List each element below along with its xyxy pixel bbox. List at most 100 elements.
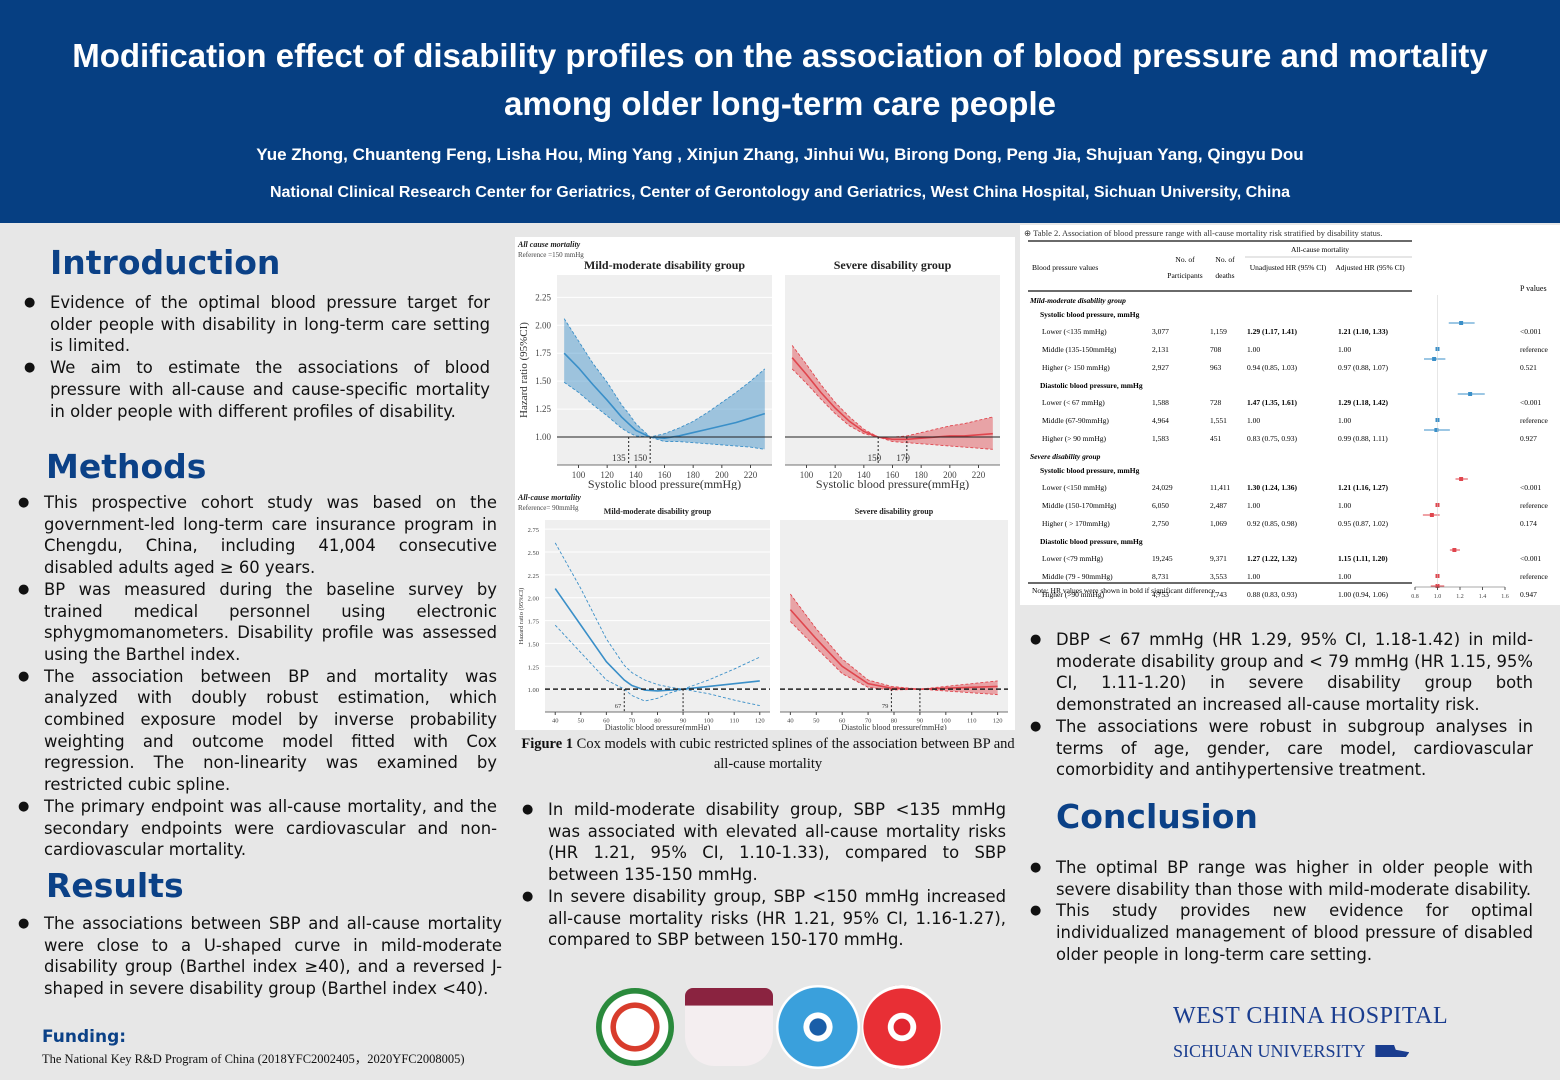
table-subsection-label: Diastolic blood pressure, mmHg bbox=[1040, 381, 1143, 390]
x-axis-label: Systolic blood pressure(mmHg) bbox=[588, 477, 741, 490]
table-col-header: No. of bbox=[1215, 255, 1235, 264]
table-cell-name: Middle (67-90mmHg) bbox=[1042, 416, 1109, 425]
table-cell-unadjusted: 1.00 bbox=[1247, 416, 1260, 425]
conclusion-bullet: The optimal BP range was higher in older… bbox=[1030, 857, 1533, 900]
y-tick-label: 1.00 bbox=[528, 687, 539, 694]
table-cell-name: Lower (<135 mmHg) bbox=[1042, 327, 1107, 336]
table-cell-deaths: 728 bbox=[1210, 398, 1222, 407]
x-axis-label: Systolic blood pressure(mmHg) bbox=[816, 477, 969, 490]
table-cell-pvalue: 0.521 bbox=[1520, 363, 1537, 372]
table-cell-name: Middle (150-170mmHg) bbox=[1042, 501, 1117, 510]
methods-heading: Methods bbox=[46, 447, 206, 486]
plot-background bbox=[780, 520, 1008, 712]
table-cell-participants: 4,964 bbox=[1152, 416, 1169, 425]
table-cell-pvalue: reference bbox=[1520, 416, 1549, 425]
y-tick-label: 1.25 bbox=[535, 404, 551, 414]
methods-bullet: The association between BP and mortality… bbox=[18, 666, 497, 796]
x-tick-label: 50 bbox=[813, 718, 820, 725]
table-cell-participants: 2,927 bbox=[1152, 363, 1169, 372]
x-tick-label: 100 bbox=[572, 470, 586, 480]
table-cell-deaths: 963 bbox=[1210, 363, 1222, 372]
table-cell-unadjusted: 1.00 bbox=[1247, 345, 1260, 354]
introduction-list: Evidence of the optimal blood pressure t… bbox=[24, 292, 490, 422]
table-cell-adjusted: 1.00 (0.94, 1.06) bbox=[1338, 590, 1388, 599]
west-china-hospital-logo bbox=[685, 988, 773, 1066]
y-tick-label: 1.75 bbox=[535, 348, 551, 358]
results-middle-list: In mild-moderate disability group, SBP <… bbox=[522, 799, 1006, 951]
table-col-header: Unadjusted HR (95% CI) bbox=[1250, 263, 1327, 272]
x-tick-label: 220 bbox=[744, 470, 758, 480]
table-cell-adjusted: 0.99 (0.88, 1.11) bbox=[1338, 434, 1388, 443]
table-subsection-label: Diastolic blood pressure, mmHg bbox=[1040, 537, 1143, 546]
table-cell-deaths: 9,371 bbox=[1210, 554, 1227, 563]
poster-title: Modification effect of disability profil… bbox=[60, 32, 1500, 128]
table-cell-unadjusted: 0.94 (0.85, 1.03) bbox=[1247, 363, 1297, 372]
x-tick-label: 40 bbox=[552, 718, 559, 725]
table-cell-name: Higher ( > 170mmHg) bbox=[1042, 519, 1110, 528]
forest-tick-label: 1.4 bbox=[1479, 594, 1487, 600]
reference-note: Reference =150 mmHg bbox=[518, 251, 584, 259]
table-cell-deaths: 11,411 bbox=[1210, 483, 1230, 492]
table-caption: ⊕ Table 2. Association of blood pressure… bbox=[1024, 228, 1382, 238]
forest-tick-label: 1.6 bbox=[1501, 594, 1509, 600]
table-cell-adjusted: 1.15 (1.11, 1.20) bbox=[1338, 554, 1388, 563]
threshold-label: 170 bbox=[896, 453, 910, 463]
y-tick-label: 2.75 bbox=[528, 527, 539, 534]
table-cell-unadjusted: 1.27 (1.22, 1.32) bbox=[1247, 554, 1297, 563]
results-bullet: In severe disability group, SBP <150 mmH… bbox=[522, 886, 1006, 951]
x-axis-label: Diastolic blood pressure(mmHg) bbox=[841, 723, 947, 730]
y-tick-label: 2.25 bbox=[528, 573, 539, 580]
y-tick-label: 1.50 bbox=[535, 376, 551, 386]
table-cell-pvalue: <0.001 bbox=[1520, 483, 1541, 492]
y-axis-label: Hazard ratio (95%CI) bbox=[518, 588, 525, 645]
gerontology-center-logo bbox=[862, 985, 942, 1069]
conclusion-bullet: This study provides new evidence for opt… bbox=[1030, 900, 1533, 965]
y-tick-label: 1.75 bbox=[528, 619, 539, 626]
sbp-figure: 1.001.251.501.752.002.251001201401601802… bbox=[515, 237, 1015, 490]
table-cell-adjusted: 1.00 bbox=[1338, 572, 1351, 581]
institution-name: WEST CHINA HOSPITAL bbox=[1173, 1003, 1448, 1030]
methods-bullet: BP was measured during the baseline surv… bbox=[18, 579, 497, 666]
table-cell-unadjusted: 1.30 (1.24, 1.36) bbox=[1247, 483, 1297, 492]
table-cell-pvalue: reference bbox=[1520, 572, 1549, 581]
table-cell-pvalue: reference bbox=[1520, 501, 1549, 510]
reference-note: Reference= 90mmHg bbox=[518, 504, 579, 512]
table-cell-pvalue: <0.001 bbox=[1520, 327, 1541, 336]
table-subsection-label: Systolic blood pressure, mmHg bbox=[1040, 310, 1140, 319]
results-heading: Results bbox=[46, 866, 184, 905]
table-cell-adjusted: 1.00 bbox=[1338, 416, 1351, 425]
table-cell-pvalue: <0.001 bbox=[1520, 554, 1541, 563]
table-cell-pvalue: 0.174 bbox=[1520, 519, 1537, 528]
table-cell-adjusted: 1.21 (1.10, 1.33) bbox=[1338, 327, 1388, 336]
poster-header: Modification effect of disability profil… bbox=[0, 0, 1560, 223]
funding-heading: Funding: bbox=[42, 1027, 126, 1047]
x-tick-label: 220 bbox=[972, 470, 986, 480]
threshold-label: 135 bbox=[612, 453, 626, 463]
table-cell-participants: 1,583 bbox=[1152, 434, 1169, 443]
table-cell-pvalue: reference bbox=[1520, 345, 1549, 354]
results-bullet: In mild-moderate disability group, SBP <… bbox=[522, 799, 1006, 886]
y-tick-label: 1.00 bbox=[535, 432, 551, 442]
geriatrics-center-logo bbox=[776, 985, 860, 1069]
table-group-header: All-cause mortality bbox=[1291, 245, 1349, 254]
panel-title: Mild-moderate disability group bbox=[604, 507, 712, 516]
threshold-label: 67 bbox=[615, 703, 622, 710]
affiliation: National Clinical Research Center for Ge… bbox=[0, 184, 1560, 202]
table-cell-participants: 2,131 bbox=[1152, 345, 1169, 354]
introduction-bullet: Evidence of the optimal blood pressure t… bbox=[24, 292, 490, 357]
forest-point bbox=[1459, 321, 1463, 325]
forest-point bbox=[1459, 477, 1463, 481]
methods-list: This prospective cohort study was based … bbox=[18, 492, 497, 861]
figure-caption-text: Cox models with cubic restricted splines… bbox=[573, 736, 1015, 772]
methods-bullet: The primary endpoint was all-cause morta… bbox=[18, 796, 497, 861]
table-cell-pvalue: 0.947 bbox=[1520, 590, 1537, 599]
results-list: The associations between SBP and all-cau… bbox=[18, 913, 502, 1000]
panel-heading: All-cause mortality bbox=[517, 493, 581, 502]
table-cell-participants: 24,029 bbox=[1152, 483, 1173, 492]
table-subsection-label: Systolic blood pressure, mmHg bbox=[1040, 466, 1140, 475]
forest-tick-label: 1.2 bbox=[1456, 594, 1464, 600]
table-cell-deaths: 708 bbox=[1210, 345, 1222, 354]
forest-point bbox=[1468, 392, 1472, 396]
y-tick-label: 2.00 bbox=[535, 320, 551, 330]
dbp-figure: 1.001.251.501.752.002.252.502.7540506070… bbox=[515, 490, 1015, 730]
